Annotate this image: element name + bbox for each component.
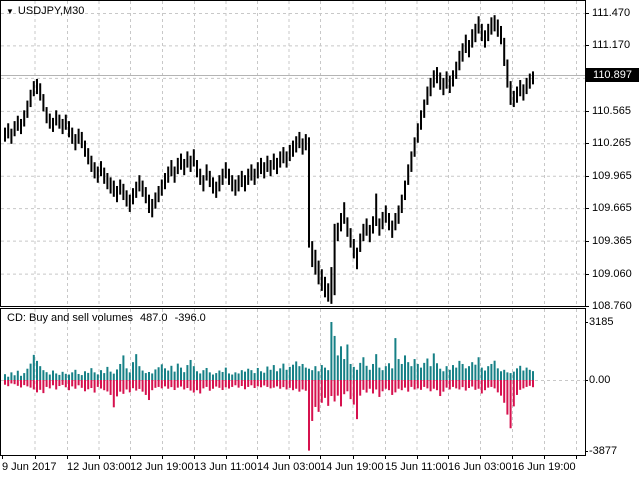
price-tick-label: 108.760 bbox=[592, 300, 632, 312]
axis-tick bbox=[585, 240, 589, 242]
time-tick-label: 14 Jun 19:00 bbox=[320, 461, 384, 473]
axis-tick bbox=[585, 13, 589, 14]
volume-tick-label: 0.00 bbox=[589, 374, 611, 386]
axis-tick bbox=[130, 456, 131, 459]
axis-tick bbox=[576, 456, 577, 459]
price-tick-label: 109.965 bbox=[592, 169, 632, 182]
time-tick-label: 14 Jun 03:00 bbox=[257, 461, 321, 473]
axis-tick bbox=[448, 456, 449, 459]
axis-tick bbox=[98, 456, 100, 459]
axis-tick bbox=[352, 456, 354, 459]
volume-chart[interactable] bbox=[1, 309, 585, 453]
axis-tick bbox=[585, 306, 589, 307]
axis-tick bbox=[544, 456, 545, 459]
price-chart-panel[interactable] bbox=[0, 0, 586, 307]
axis-tick bbox=[585, 322, 588, 323]
time-tick-label: 16 Jun 03:00 bbox=[448, 461, 512, 473]
price-tick-label: 109.665 bbox=[592, 202, 632, 215]
axis-tick bbox=[225, 456, 227, 459]
time-tick-label: 13 Jun 11:00 bbox=[194, 461, 257, 473]
time-tick-label: 12 Jun 19:00 bbox=[130, 461, 194, 473]
indicator-name-label: CD: Buy and sell volumes bbox=[7, 312, 133, 324]
axis-tick bbox=[2, 456, 3, 459]
time-tick-label: 9 Jun 2017 bbox=[2, 461, 57, 473]
axis-tick bbox=[34, 456, 36, 459]
axis-tick bbox=[585, 143, 589, 145]
axis-tick bbox=[257, 456, 258, 459]
axis-tick bbox=[585, 208, 589, 210]
chevron-down-icon[interactable]: ▼ bbox=[6, 6, 14, 16]
indicator-title: CD: Buy and sell volumes 487.0 -396.0 bbox=[7, 312, 210, 324]
axis-tick bbox=[585, 450, 588, 452]
axis-tick bbox=[585, 380, 588, 381]
volume-indicator-panel[interactable] bbox=[0, 308, 586, 456]
volume-tick-label: 3185 bbox=[589, 316, 614, 328]
price-tick-label: 110.565 bbox=[592, 104, 631, 117]
axis-tick bbox=[385, 456, 386, 459]
time-tick-label: 12 Jun 03:00 bbox=[67, 461, 131, 473]
axis-tick bbox=[480, 456, 481, 459]
axis-tick bbox=[67, 456, 68, 459]
indicator-sell-value: -396.0 bbox=[174, 312, 206, 324]
axis-tick bbox=[162, 456, 163, 459]
axis-tick bbox=[585, 273, 589, 275]
indicator-buy-value: 487.0 bbox=[140, 312, 168, 324]
time-tick-label: 16 Jun 19:00 bbox=[512, 461, 576, 473]
axis-tick bbox=[585, 175, 589, 177]
time-tick-label: 15 Jun 11:00 bbox=[385, 461, 448, 473]
price-tick-label: 110.265 bbox=[592, 137, 631, 150]
time-scale[interactable]: 9 Jun 2017 12 Jun 03:00 12 Jun 19:00 13 Jun… bbox=[0, 456, 640, 480]
axis-tick bbox=[416, 456, 418, 459]
price-scale[interactable]: 111.470 111.170 110.565 110.265 109.965 109.6… bbox=[585, 0, 640, 480]
axis-tick bbox=[194, 456, 195, 459]
axis-tick bbox=[512, 456, 513, 459]
price-tick-label: 111.470 bbox=[592, 7, 631, 19]
volume-tick-label: -3877 bbox=[589, 444, 618, 457]
price-tick-label: 111.170 bbox=[592, 39, 631, 52]
price-chart[interactable] bbox=[1, 1, 585, 306]
axis-tick bbox=[288, 456, 290, 459]
price-tick-label: 109.365 bbox=[592, 234, 632, 247]
symbol-selector[interactable]: ▼ USDJPY,M30 bbox=[6, 5, 84, 17]
symbol-name-label: USDJPY,M30 bbox=[17, 5, 85, 17]
current-price-badge: 110.897 bbox=[586, 67, 639, 82]
axis-tick bbox=[585, 45, 589, 47]
axis-tick bbox=[320, 456, 321, 459]
axis-tick bbox=[585, 110, 589, 112]
price-tick-label: 109.060 bbox=[592, 267, 632, 280]
